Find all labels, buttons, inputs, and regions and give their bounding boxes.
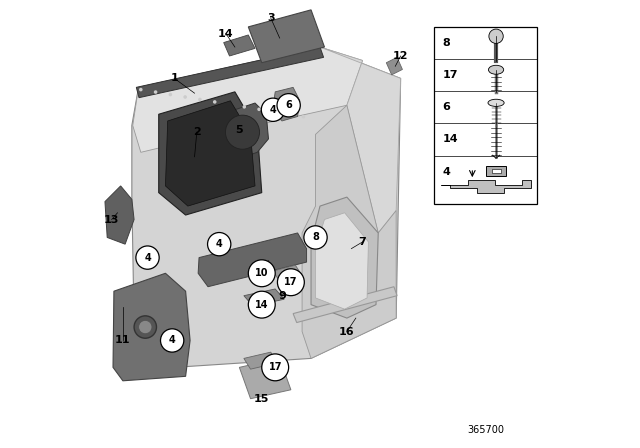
Circle shape <box>213 100 216 104</box>
Text: 7: 7 <box>358 237 367 247</box>
Bar <box>435 27 538 204</box>
Circle shape <box>277 94 300 117</box>
Polygon shape <box>136 47 324 98</box>
Text: 14: 14 <box>255 300 269 310</box>
Text: 8: 8 <box>442 38 450 48</box>
Circle shape <box>489 29 503 43</box>
Text: 6: 6 <box>285 100 292 110</box>
Polygon shape <box>316 213 369 309</box>
Ellipse shape <box>488 99 504 107</box>
Text: 2: 2 <box>193 127 201 137</box>
Text: 15: 15 <box>254 394 269 404</box>
Circle shape <box>243 105 246 109</box>
Polygon shape <box>273 265 302 281</box>
Circle shape <box>278 269 305 296</box>
Text: 9: 9 <box>278 291 286 301</box>
Polygon shape <box>198 233 307 287</box>
Circle shape <box>198 98 202 101</box>
Polygon shape <box>302 105 396 358</box>
Text: 1: 1 <box>170 73 179 83</box>
Text: 6: 6 <box>442 102 450 112</box>
Circle shape <box>161 329 184 352</box>
Text: 4: 4 <box>144 253 151 263</box>
Circle shape <box>168 93 172 96</box>
Text: 4: 4 <box>169 336 175 345</box>
Polygon shape <box>387 57 403 75</box>
Polygon shape <box>244 289 284 306</box>
Polygon shape <box>132 47 362 152</box>
Polygon shape <box>113 273 190 381</box>
Polygon shape <box>132 47 401 367</box>
Text: 17: 17 <box>442 70 458 80</box>
Text: 5: 5 <box>236 125 243 135</box>
Circle shape <box>134 316 157 338</box>
Text: 12: 12 <box>393 51 408 61</box>
Circle shape <box>207 233 231 256</box>
Polygon shape <box>165 101 255 206</box>
Text: 3: 3 <box>267 13 275 23</box>
Text: 14: 14 <box>442 134 458 145</box>
Text: 16: 16 <box>339 327 355 336</box>
Polygon shape <box>159 92 262 215</box>
Circle shape <box>184 95 187 99</box>
Circle shape <box>304 226 327 249</box>
Polygon shape <box>224 35 255 56</box>
Circle shape <box>228 103 231 106</box>
Text: 11: 11 <box>115 336 131 345</box>
Text: 4: 4 <box>216 239 223 249</box>
Polygon shape <box>217 103 269 161</box>
Circle shape <box>261 98 285 121</box>
Polygon shape <box>486 166 506 176</box>
Text: 365700: 365700 <box>467 425 504 435</box>
Circle shape <box>248 291 275 318</box>
Circle shape <box>257 108 261 111</box>
Polygon shape <box>441 180 531 193</box>
Polygon shape <box>248 10 324 63</box>
Text: 8: 8 <box>312 233 319 242</box>
Polygon shape <box>239 358 291 399</box>
Polygon shape <box>105 186 134 244</box>
Circle shape <box>136 246 159 269</box>
Ellipse shape <box>488 65 504 74</box>
Circle shape <box>139 320 152 334</box>
Circle shape <box>248 260 275 287</box>
Text: 4: 4 <box>442 167 450 177</box>
Circle shape <box>262 354 289 381</box>
Polygon shape <box>244 352 278 369</box>
Text: 4: 4 <box>269 105 276 115</box>
Circle shape <box>272 110 276 114</box>
Text: 17: 17 <box>268 362 282 372</box>
Circle shape <box>139 88 143 91</box>
Polygon shape <box>273 87 300 121</box>
Polygon shape <box>293 287 397 323</box>
Text: 17: 17 <box>284 277 298 287</box>
Circle shape <box>154 90 157 94</box>
Polygon shape <box>492 169 500 173</box>
Circle shape <box>301 115 305 118</box>
Circle shape <box>287 112 291 116</box>
Polygon shape <box>311 197 378 318</box>
Circle shape <box>225 115 260 149</box>
Text: 10: 10 <box>255 268 269 278</box>
Polygon shape <box>320 47 401 233</box>
Text: 14: 14 <box>218 29 234 39</box>
Text: 13: 13 <box>104 215 120 224</box>
